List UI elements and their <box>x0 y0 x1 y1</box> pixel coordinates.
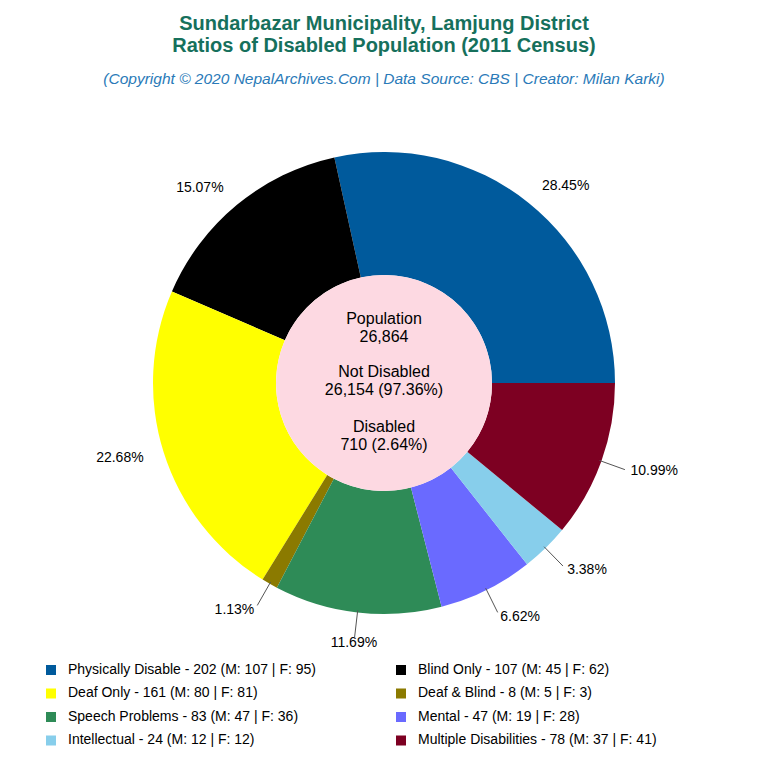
data-label: 1.13% <box>215 601 255 617</box>
data-label: 15.07% <box>176 179 223 195</box>
center-text: Disabled <box>353 418 415 435</box>
leader-line <box>486 588 498 612</box>
legend-swatch <box>46 736 56 746</box>
data-label: 10.99% <box>631 462 678 478</box>
legend-label: Multiple Disabilities - 78 (M: 37 | F: 4… <box>418 731 657 747</box>
legend-swatch <box>46 665 56 675</box>
data-label: 11.69% <box>331 634 377 650</box>
data-label: 6.62% <box>500 608 540 624</box>
center-disc <box>276 275 492 491</box>
legend-label: Deaf Only - 161 (M: 80 | F: 81) <box>68 684 258 700</box>
legend-swatch <box>46 712 56 722</box>
leader-line <box>257 582 270 605</box>
center-text: Population <box>346 310 422 327</box>
legend-label: Speech Problems - 83 (M: 47 | F: 36) <box>68 708 298 724</box>
legend-swatch <box>396 712 406 722</box>
leader-line <box>599 460 624 469</box>
center-text: Not Disabled <box>338 363 430 380</box>
data-label: 3.38% <box>567 561 607 577</box>
title: Sundarbazar Municipality, Lamjung Distri… <box>179 12 589 34</box>
legend-swatch <box>396 689 406 699</box>
legend-label: Mental - 47 (M: 19 | F: 28) <box>418 708 580 724</box>
subtitle: (Copyright © 2020 NepalArchives.Com | Da… <box>103 70 664 87</box>
legend-swatch <box>396 665 406 675</box>
title: Ratios of Disabled Population (2011 Cens… <box>172 34 595 56</box>
chart: Sundarbazar Municipality, Lamjung Distri… <box>0 0 768 768</box>
legend-label: Deaf & Blind - 8 (M: 5 | F: 3) <box>418 684 592 700</box>
pie: Population26,864 Not Disabled26,154 (97.3… <box>96 152 678 650</box>
legend-swatch <box>46 689 56 699</box>
data-label: 22.68% <box>96 449 143 465</box>
center-text: 26,864 <box>360 328 409 345</box>
center-text: 710 (2.64%) <box>340 436 427 453</box>
legend-label: Blind Only - 107 (M: 45 | F: 62) <box>418 661 609 677</box>
legend-swatch <box>396 736 406 746</box>
leader-line <box>544 547 563 566</box>
legend: Physically Disable - 202 (M: 107 | F: 95… <box>46 661 657 748</box>
legend-label: Physically Disable - 202 (M: 107 | F: 95… <box>68 661 316 677</box>
legend-label: Intellectual - 24 (M: 12 | F: 12) <box>68 731 255 747</box>
center-text: 26,154 (97.36%) <box>325 381 443 398</box>
data-label: 28.45% <box>542 177 589 193</box>
